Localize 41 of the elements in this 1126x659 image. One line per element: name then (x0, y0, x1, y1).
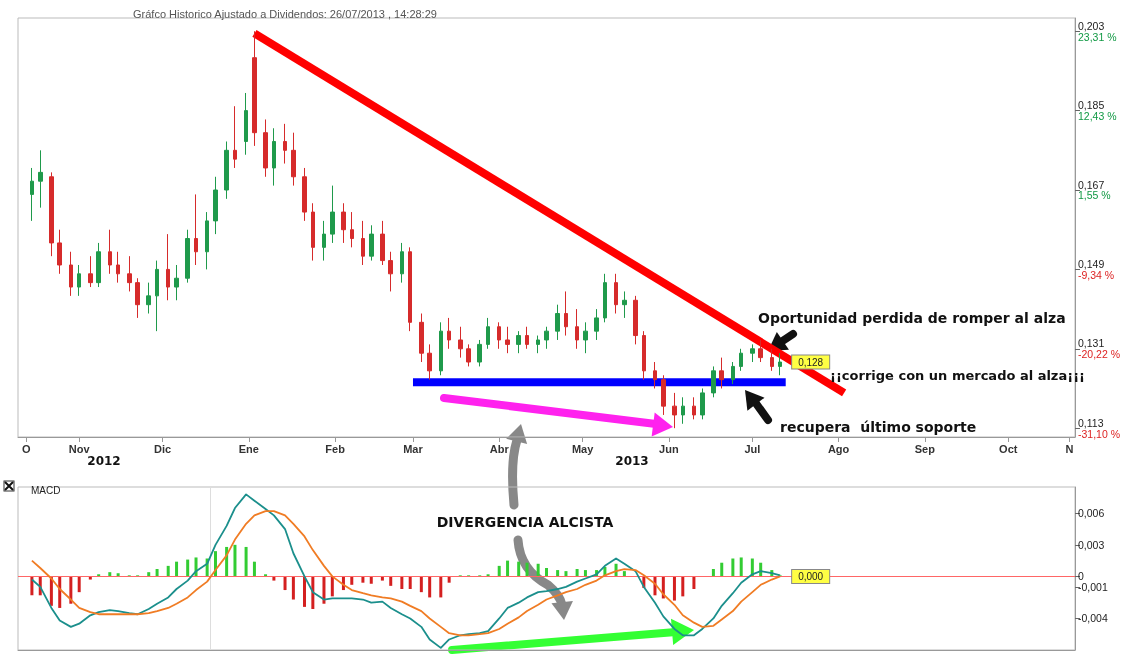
y-tick-label: 0,167 (1078, 178, 1105, 191)
annotation: 0,128 (798, 356, 824, 368)
annotation: 0,000 (798, 570, 824, 582)
y2-tick-label: 23,31 % (1078, 30, 1117, 43)
y-tick-label: 0,003 (1078, 538, 1105, 551)
y2-tick-label: -31,10 % (1078, 427, 1121, 440)
y-tick-label: 0,203 (1078, 19, 1105, 32)
y-tick-label: 0,006 (1078, 507, 1105, 520)
y-tick-label: 0,149 (1078, 257, 1105, 270)
x-tick-label: May (571, 442, 595, 455)
y-tick-label: 0 (1078, 570, 1084, 583)
x-tick-label: O (22, 442, 32, 455)
y2-tick-label: 1,55 % (1078, 189, 1111, 202)
x-tick-label: Oct (999, 442, 1018, 455)
y-tick-label: -0,004 (1078, 612, 1108, 625)
y-tick-label: 0,131 (1078, 337, 1105, 350)
x-tick-label: Dic (154, 442, 172, 455)
y-tick-label: 0,185 (1078, 99, 1105, 112)
x-tick-label: Jun (659, 442, 679, 455)
y2-tick-label: 12,43 % (1078, 110, 1117, 123)
x-tick-label: N (1065, 442, 1074, 455)
x-tick-label: Abr (489, 442, 510, 455)
x-tick-label: Ago (827, 442, 850, 455)
chart-title: Gráfco Historico Ajustado a Dividendos: 26/07/2013 , 14:28:29 (133, 7, 437, 20)
text: 2012 (87, 454, 121, 468)
annotation: Oportunidad perdida de romper al alza (758, 310, 1066, 326)
text: 2013 (615, 454, 649, 468)
annotation: ¡¡corrige con un mercado al alza¡¡¡ (830, 367, 1085, 383)
annotation: recupera último soporte (780, 419, 977, 435)
x-tick-label: Ene (238, 442, 259, 455)
x-tick-label: Jul (744, 442, 761, 455)
x-tick-label: Feb (325, 442, 346, 455)
chart-title: MACD (31, 484, 61, 496)
y2-tick-label: -20,22 % (1078, 348, 1121, 361)
annotation: DIVERGENCIA ALCISTA (436, 514, 614, 530)
y-tick-label: -0,001 (1078, 580, 1108, 593)
x-tick-label: Sep (914, 442, 936, 455)
y-tick-label: 0,113 (1078, 416, 1104, 429)
y2-tick-label: -9,34 % (1078, 268, 1115, 281)
x-tick-label: Mar (403, 442, 424, 455)
x-tick-label: Nov (68, 442, 91, 455)
